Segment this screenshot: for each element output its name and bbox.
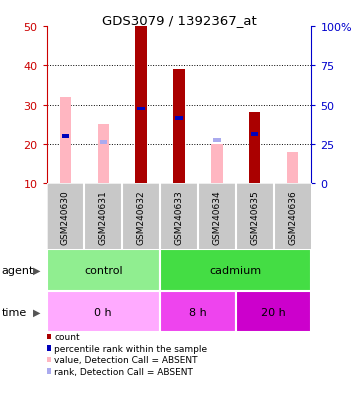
- Text: control: control: [84, 266, 123, 275]
- Bar: [213, 139, 221, 142]
- Bar: [251, 142, 258, 147]
- Bar: [236, 291, 311, 332]
- Bar: [211, 145, 223, 184]
- Text: 20 h: 20 h: [261, 307, 286, 317]
- Bar: [98, 125, 109, 184]
- Text: 0 h: 0 h: [95, 307, 112, 317]
- Text: GSM240635: GSM240635: [250, 190, 259, 244]
- Bar: [160, 291, 236, 332]
- Text: agent: agent: [2, 266, 34, 275]
- Bar: [251, 133, 258, 137]
- Bar: [175, 117, 183, 121]
- Text: time: time: [2, 307, 27, 317]
- Bar: [62, 135, 69, 139]
- Text: GSM240632: GSM240632: [137, 190, 146, 244]
- Text: percentile rank within the sample: percentile rank within the sample: [54, 344, 207, 353]
- Bar: [47, 250, 160, 291]
- Bar: [137, 107, 145, 111]
- Text: GSM240634: GSM240634: [212, 190, 221, 244]
- Text: GSM240636: GSM240636: [288, 190, 297, 244]
- Text: GSM240633: GSM240633: [174, 190, 184, 244]
- Text: GDS3079 / 1392367_at: GDS3079 / 1392367_at: [102, 14, 256, 27]
- Bar: [100, 140, 107, 145]
- Text: cadmium: cadmium: [210, 266, 262, 275]
- Text: ▶: ▶: [33, 266, 40, 275]
- Bar: [173, 70, 185, 184]
- Bar: [135, 27, 147, 184]
- Bar: [160, 250, 311, 291]
- Text: GSM240630: GSM240630: [61, 190, 70, 244]
- Text: count: count: [54, 332, 80, 341]
- Text: 8 h: 8 h: [189, 307, 207, 317]
- Text: GSM240631: GSM240631: [99, 190, 108, 244]
- Text: ▶: ▶: [33, 307, 40, 317]
- Text: rank, Detection Call = ABSENT: rank, Detection Call = ABSENT: [54, 367, 193, 376]
- Bar: [249, 113, 260, 184]
- Bar: [60, 97, 71, 184]
- Bar: [287, 152, 298, 184]
- Text: value, Detection Call = ABSENT: value, Detection Call = ABSENT: [54, 355, 198, 364]
- Bar: [47, 291, 160, 332]
